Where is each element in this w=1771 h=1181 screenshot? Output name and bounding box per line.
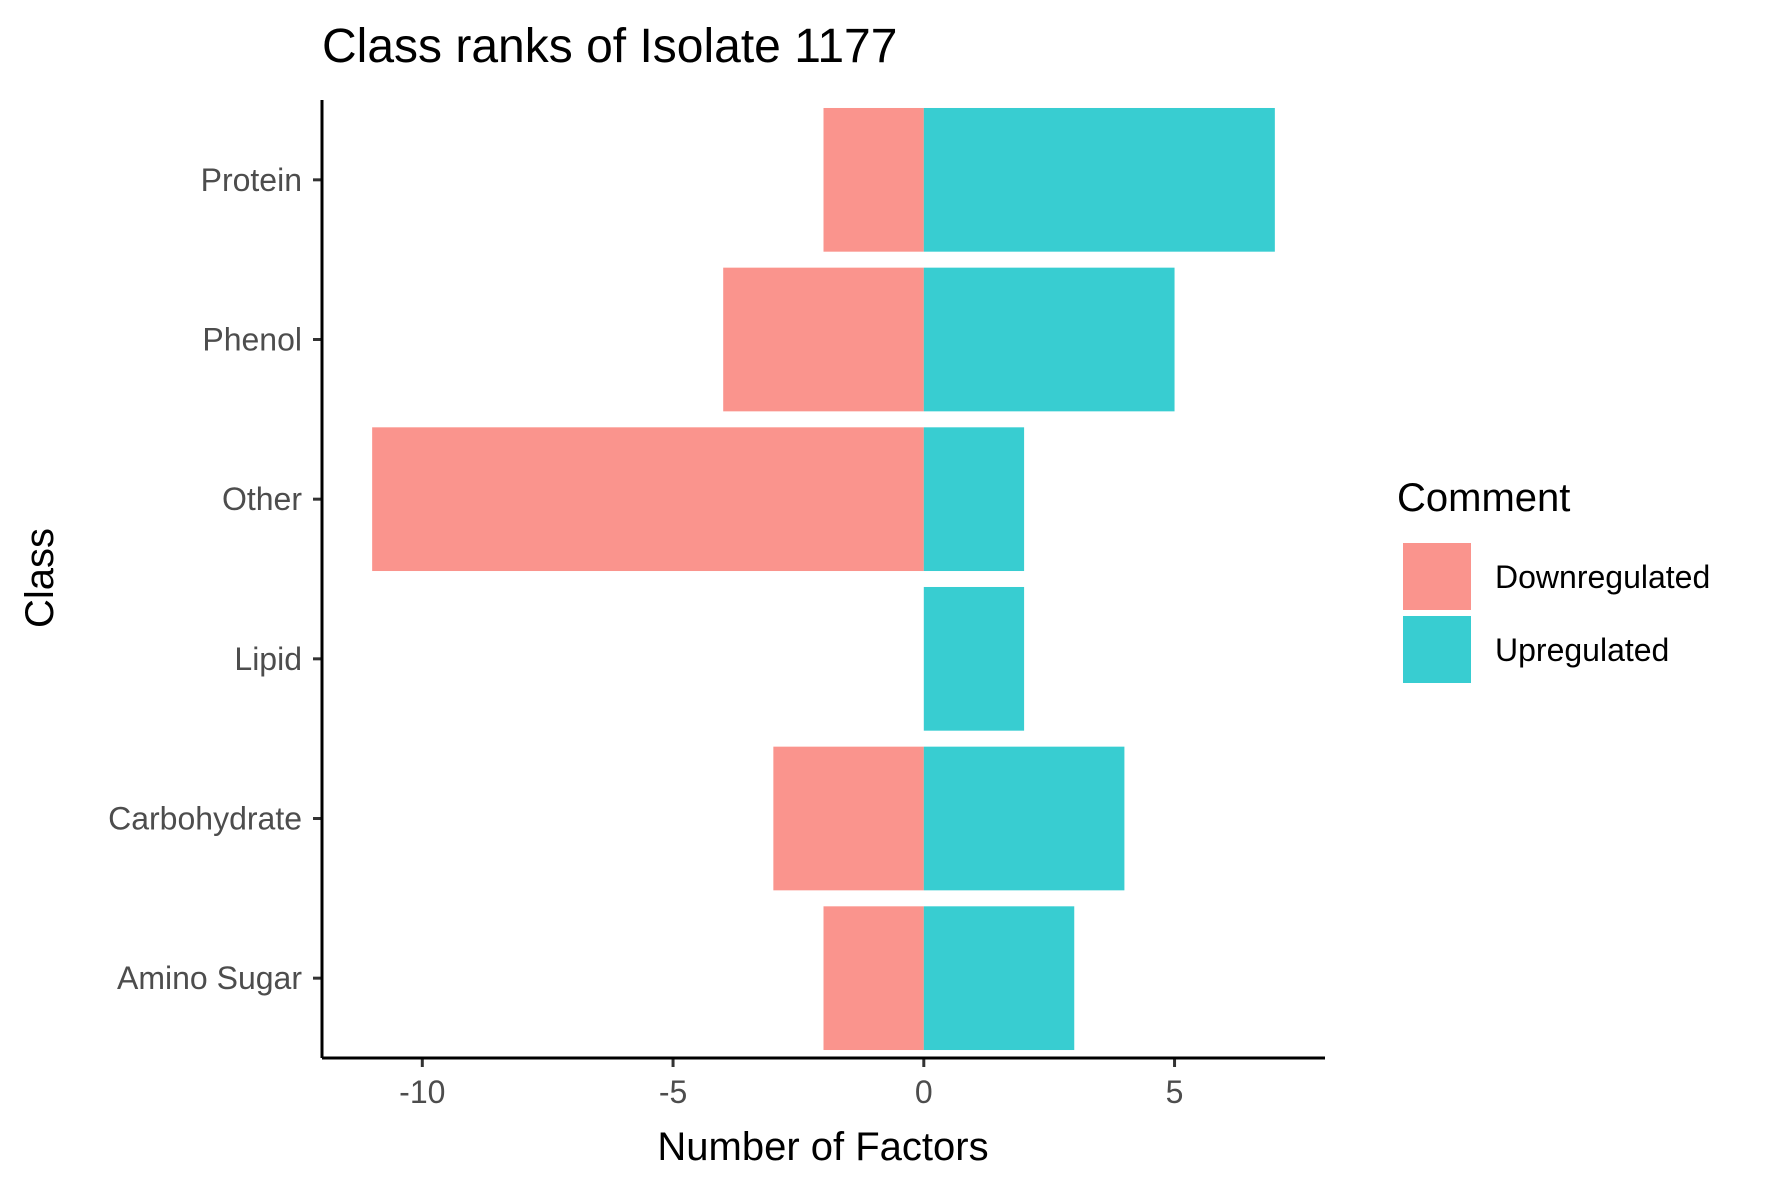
y-tick-label: Other	[222, 481, 302, 517]
y-tick-label: Phenol	[202, 322, 302, 358]
legend-label-upregulated: Upregulated	[1495, 632, 1669, 668]
x-axis-title: Number of Factors	[657, 1125, 988, 1169]
bar-downregulated-amino-sugar	[823, 906, 924, 1051]
bar-upregulated-other	[923, 427, 1025, 572]
bar-downregulated-protein	[823, 107, 924, 252]
y-axis-ticks: Amino Sugar Carbohydrate Lipid Other Phenol P…	[108, 162, 322, 996]
bar-downregulated-carbohydrate	[773, 746, 924, 891]
bar-upregulated-protein	[923, 107, 1275, 252]
y-tick-label: Amino Sugar	[117, 960, 302, 996]
x-tick-label: -5	[659, 1074, 687, 1110]
bar-upregulated-amino-sugar	[923, 906, 1075, 1051]
x-tick-label: 5	[1166, 1074, 1184, 1110]
legend-label-downregulated: Downregulated	[1495, 559, 1710, 595]
chart-title: Class ranks of Isolate 1177	[322, 20, 897, 73]
legend-swatch-downregulated	[1403, 543, 1471, 610]
x-axis-ticks: -10 -5 0 5	[399, 1058, 1183, 1110]
legend-swatch-upregulated	[1403, 616, 1471, 683]
bar-downregulated-other	[372, 427, 924, 572]
bars	[372, 107, 1275, 1051]
legend-title: Comment	[1397, 476, 1570, 520]
bar-upregulated-lipid	[923, 586, 1025, 731]
bar-upregulated-phenol	[923, 267, 1175, 412]
legend: Comment Downregulated Upregulated	[1397, 476, 1710, 683]
bar-downregulated-phenol	[723, 267, 924, 412]
bar-upregulated-carbohydrate	[923, 746, 1125, 891]
x-tick-label: -10	[399, 1074, 445, 1110]
x-tick-label: 0	[915, 1074, 933, 1110]
y-axis-title: Class	[18, 528, 62, 628]
y-tick-label: Lipid	[234, 641, 302, 677]
y-tick-label: Protein	[201, 162, 302, 198]
y-tick-label: Carbohydrate	[108, 801, 302, 837]
